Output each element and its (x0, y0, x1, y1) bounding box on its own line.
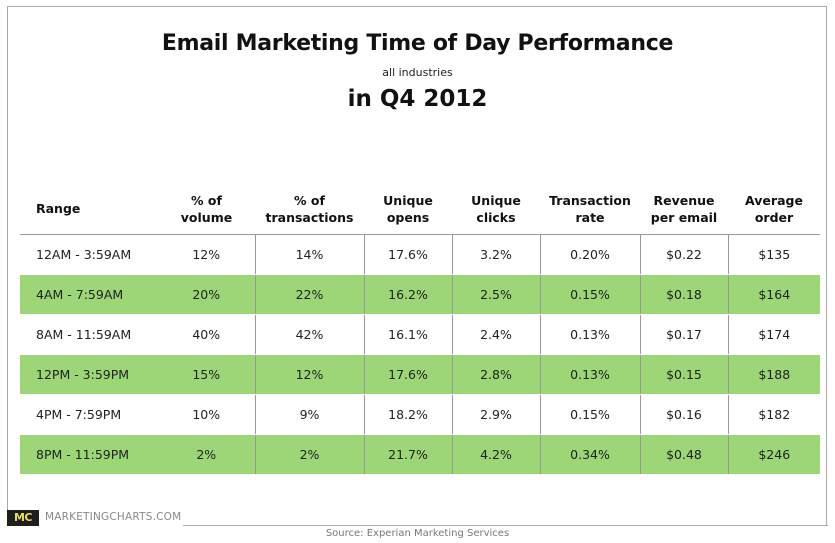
cell-average-order: $182 (727, 394, 820, 435)
cell-revenue-per-email: $0.17 (639, 314, 728, 355)
column-header-unique-opens: Unique opens (364, 183, 452, 235)
cell-unique-clicks: 2.5% (451, 274, 540, 315)
chart-title-period: in Q4 2012 (347, 86, 488, 112)
table-row: 12AM - 3:59AM 12% 14% 17.6% 3.2% 0.20% $0.22 $1… (20, 234, 820, 275)
cell-range: 4PM - 7:59PM (20, 394, 158, 435)
cell-unique-opens: 17.6% (363, 354, 452, 395)
header-text: Revenue (653, 192, 715, 208)
cell-unique-opens: 16.1% (363, 314, 452, 355)
column-header-range: Range (20, 183, 158, 235)
cell-volume: 2% (158, 434, 255, 475)
table-row: 12PM - 3:59PM 15% 12% 17.6% 2.8% 0.13% $0.15 $1… (20, 354, 820, 395)
table-row: 8AM - 11:59AM 40% 42% 16.1% 2.4% 0.13% $0.17 $1… (20, 314, 820, 355)
cell-unique-opens: 21.7% (363, 434, 452, 475)
source-note: Source: Experian Marketing Services (325, 528, 510, 539)
site-name: MARKETINGCHARTS.COM (45, 511, 182, 523)
cell-revenue-per-email: $0.22 (639, 234, 728, 275)
cell-range: 12PM - 3:59PM (20, 354, 158, 395)
cell-volume: 40% (158, 314, 255, 355)
header-text: per email (650, 209, 718, 225)
cell-volume: 20% (158, 274, 255, 315)
cell-volume: 15% (158, 354, 255, 395)
cell-transactions: 22% (254, 274, 364, 315)
cell-range: 8PM - 11:59PM (20, 434, 158, 475)
column-header-revenue-per-email: Revenue per email (640, 183, 728, 235)
header-text: clicks (476, 209, 516, 225)
frame-bottom-border (183, 525, 828, 526)
cell-transaction-rate: 0.13% (539, 314, 640, 355)
table-row: 4AM - 7:59AM 20% 22% 16.2% 2.5% 0.15% $0.18 $16… (20, 274, 820, 315)
header-text: % of (191, 192, 222, 208)
cell-volume: 12% (158, 234, 255, 275)
cell-unique-clicks: 4.2% (451, 434, 540, 475)
chart-title: Email Marketing Time of Day Performance (161, 31, 674, 56)
cell-transactions: 42% (254, 314, 364, 355)
cell-unique-opens: 16.2% (363, 274, 452, 315)
column-header-unique-clicks: Unique clicks (452, 183, 540, 235)
cell-average-order: $174 (727, 314, 820, 355)
cell-unique-clicks: 2.4% (451, 314, 540, 355)
header-text: % of (294, 192, 325, 208)
header-row: Range % of volume % of transactions Unique… (20, 183, 820, 235)
cell-average-order: $246 (727, 434, 820, 475)
marketingcharts-logo: MC (7, 510, 39, 526)
column-header-transaction-rate: Transaction rate (540, 183, 640, 235)
cell-average-order: $135 (727, 234, 820, 275)
column-header-transactions: % of transactions (255, 183, 364, 235)
header-text: Average (745, 192, 803, 208)
table-row: 4PM - 7:59PM 10% 9% 18.2% 2.9% 0.15% $0.16 $182 (20, 394, 820, 435)
header-text: rate (575, 209, 605, 225)
cell-unique-clicks: 2.9% (451, 394, 540, 435)
cell-range: 12AM - 3:59AM (20, 234, 158, 275)
cell-transaction-rate: 0.15% (539, 274, 640, 315)
cell-unique-opens: 18.2% (363, 394, 452, 435)
cell-range: 8AM - 11:59AM (20, 314, 158, 355)
cell-transaction-rate: 0.34% (539, 434, 640, 475)
header-text: opens (386, 209, 430, 225)
column-header-volume: % of volume (158, 183, 255, 235)
header-text: transactions (265, 209, 354, 225)
cell-transactions: 12% (254, 354, 364, 395)
cell-revenue-per-email: $0.16 (639, 394, 728, 435)
performance-table: Range % of volume % of transactions Unique… (20, 183, 820, 475)
cell-transactions: 14% (254, 234, 364, 275)
cell-transactions: 9% (254, 394, 364, 435)
header-text: volume (180, 209, 233, 225)
table-row: 8PM - 11:59PM 2% 2% 21.7% 4.2% 0.34% $0.48 $246 (20, 434, 820, 475)
cell-revenue-per-email: $0.15 (639, 354, 728, 395)
header-text: Unique (383, 192, 433, 208)
cell-range: 4AM - 7:59AM (20, 274, 158, 315)
header-text: order (754, 209, 794, 225)
chart-subtitle: all industries (382, 66, 453, 79)
cell-unique-clicks: 2.8% (451, 354, 540, 395)
header-text: Range (36, 201, 81, 216)
cell-transactions: 2% (254, 434, 364, 475)
cell-unique-clicks: 3.2% (451, 234, 540, 275)
cell-revenue-per-email: $0.48 (639, 434, 728, 475)
header-text: Unique (471, 192, 521, 208)
cell-transaction-rate: 0.13% (539, 354, 640, 395)
cell-transaction-rate: 0.15% (539, 394, 640, 435)
header-text: Transaction (549, 192, 631, 208)
cell-unique-opens: 17.6% (363, 234, 452, 275)
chart-frame (7, 6, 827, 525)
cell-average-order: $188 (727, 354, 820, 395)
column-header-average-order: Average order (728, 183, 820, 235)
cell-revenue-per-email: $0.18 (639, 274, 728, 315)
cell-transaction-rate: 0.20% (539, 234, 640, 275)
cell-average-order: $164 (727, 274, 820, 315)
cell-volume: 10% (158, 394, 255, 435)
